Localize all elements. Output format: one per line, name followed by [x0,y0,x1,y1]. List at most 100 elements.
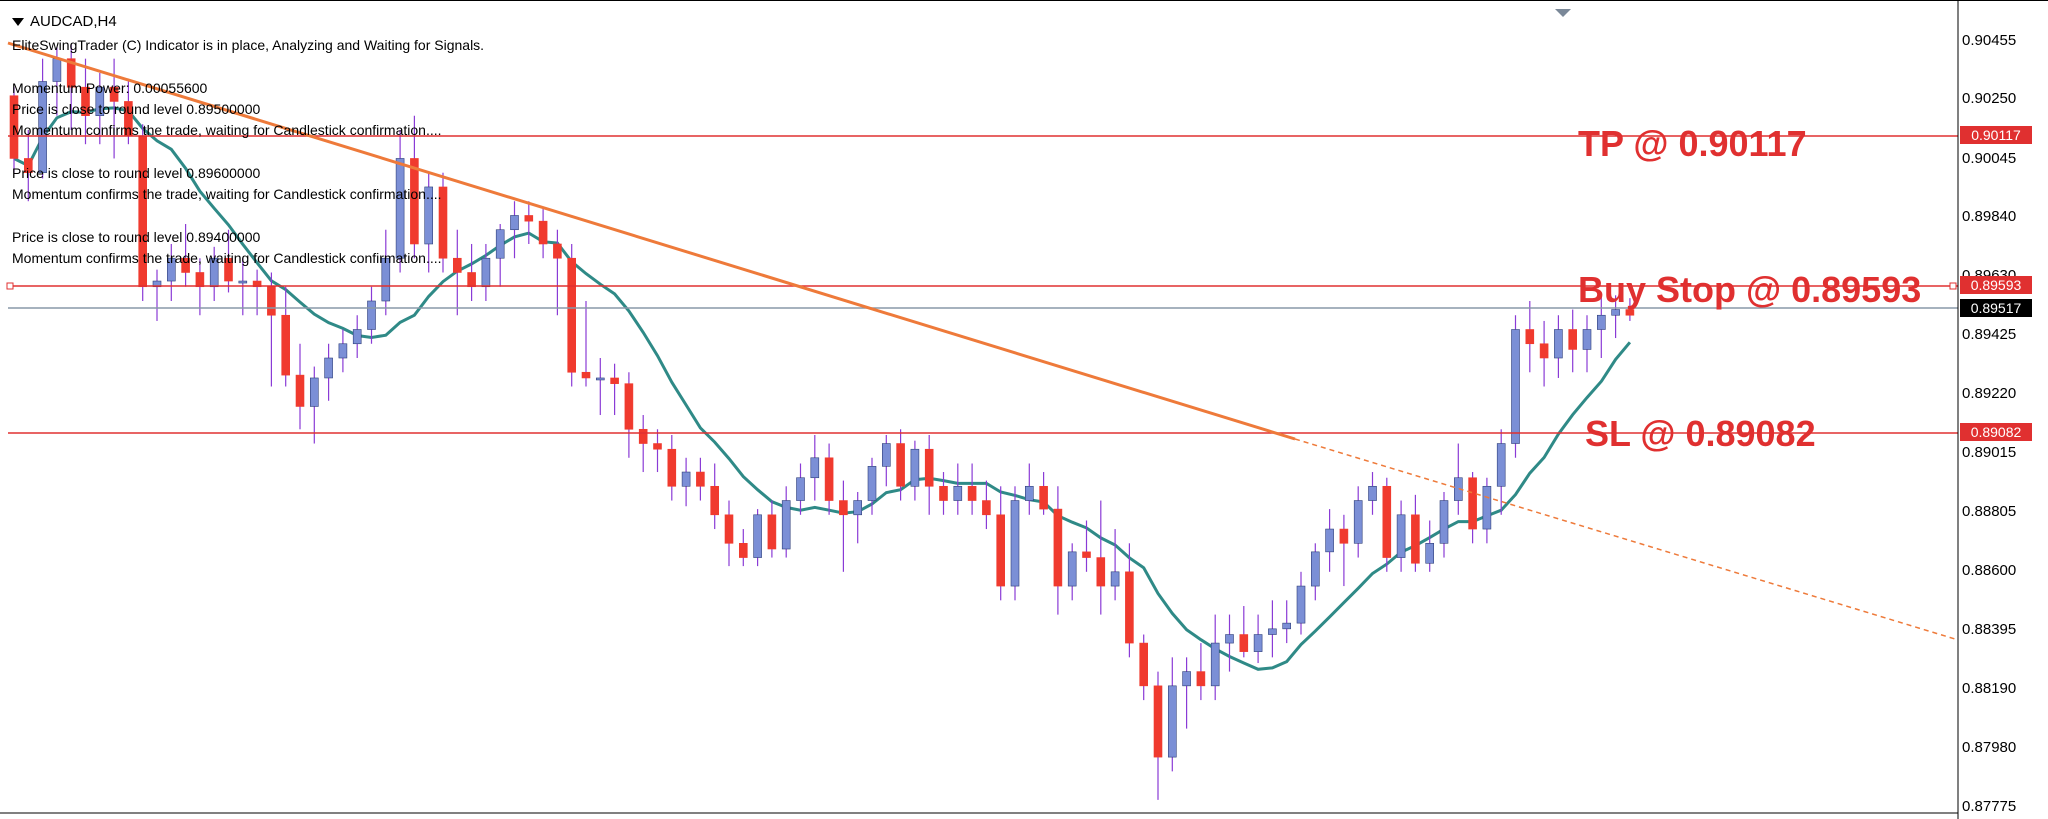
candle[interactable] [1153,671,1163,800]
candle[interactable] [1325,509,1334,572]
collapse-triangle-icon[interactable] [12,17,24,26]
candle[interactable] [896,429,905,501]
candle[interactable] [410,115,419,259]
candle[interactable] [1210,614,1220,701]
candle[interactable] [1539,320,1549,387]
candle[interactable] [1268,600,1277,658]
candle[interactable] [66,44,76,130]
candle[interactable] [181,224,190,287]
candle[interactable] [1253,614,1263,664]
candle[interactable] [867,457,877,515]
candle[interactable] [38,58,47,179]
candle[interactable] [567,243,577,387]
moving-average-line[interactable] [13,106,1632,671]
candle[interactable] [1010,486,1020,601]
candle[interactable] [367,286,376,344]
candle[interactable] [982,480,991,530]
candle[interactable] [839,480,848,572]
candle[interactable] [338,329,348,373]
candle[interactable] [1096,500,1106,615]
candle[interactable] [352,315,362,359]
candle[interactable] [1039,472,1048,515]
candle[interactable] [1382,477,1392,572]
candle[interactable] [1554,315,1563,378]
candle[interactable] [1496,429,1506,515]
candle[interactable] [152,269,162,321]
candle[interactable] [81,58,90,145]
candle[interactable] [1511,315,1520,458]
candle[interactable] [1597,292,1606,359]
candle[interactable] [167,243,176,301]
candle[interactable] [95,72,105,145]
symbol-title[interactable]: AUDCAD,H4 [12,13,117,30]
candle[interactable] [1396,500,1406,572]
candle[interactable] [1225,614,1234,672]
candle[interactable] [1454,443,1463,515]
candle[interactable] [653,429,662,473]
candle[interactable] [1482,477,1492,544]
candle[interactable] [595,358,605,416]
candle[interactable] [295,343,305,430]
candle[interactable] [1582,315,1592,373]
candle[interactable] [381,229,391,316]
candle[interactable] [996,486,1006,601]
candle[interactable] [9,87,19,173]
candle[interactable] [1239,606,1249,658]
candle[interactable] [1611,295,1620,339]
candle[interactable] [1353,486,1363,558]
candle[interactable] [667,434,677,501]
candle[interactable] [1168,657,1177,772]
candle[interactable] [1067,543,1077,601]
candle[interactable] [281,286,291,387]
buy-stop-line-handle-right[interactable] [1949,282,1957,290]
candle[interactable] [1025,463,1034,515]
candle[interactable] [1082,520,1091,572]
candle[interactable] [824,443,834,515]
candle[interactable] [610,363,619,416]
candle[interactable] [553,229,562,316]
candle[interactable] [953,463,963,515]
candle[interactable] [1296,571,1306,635]
candle[interactable] [452,229,462,316]
candle[interactable] [438,172,448,273]
candle[interactable] [881,434,891,487]
candle[interactable] [1568,309,1577,373]
candle[interactable] [1439,491,1449,558]
candle[interactable] [1196,643,1206,701]
candle[interactable] [538,206,548,259]
candle[interactable] [910,440,920,501]
candle[interactable] [1311,543,1320,601]
candle[interactable] [1625,298,1635,321]
candle[interactable] [309,366,319,444]
candle[interactable] [710,463,720,530]
candle[interactable] [967,463,977,515]
candle[interactable] [724,500,734,567]
candle[interactable] [395,129,405,273]
candle[interactable] [467,243,476,301]
candle[interactable] [939,472,948,515]
candle[interactable] [1339,514,1349,587]
candle[interactable] [1368,472,1377,515]
candle[interactable] [924,434,934,515]
candle[interactable] [1110,529,1120,601]
candle[interactable] [510,201,519,259]
candle[interactable] [324,343,333,401]
candle[interactable] [1053,486,1063,615]
candle[interactable] [853,491,863,544]
candle[interactable] [1182,657,1191,729]
trend-line[interactable] [7,41,1296,441]
candle[interactable] [753,509,762,567]
candle[interactable] [767,500,777,558]
candle[interactable] [638,415,648,473]
candle[interactable] [23,129,33,202]
candle[interactable] [424,172,434,273]
candle[interactable] [696,457,705,501]
candle[interactable] [495,224,505,287]
candle[interactable] [1425,520,1434,572]
candle[interactable] [1282,600,1291,644]
candle[interactable] [524,201,534,244]
candle[interactable] [267,272,276,387]
candle[interactable] [781,486,791,558]
